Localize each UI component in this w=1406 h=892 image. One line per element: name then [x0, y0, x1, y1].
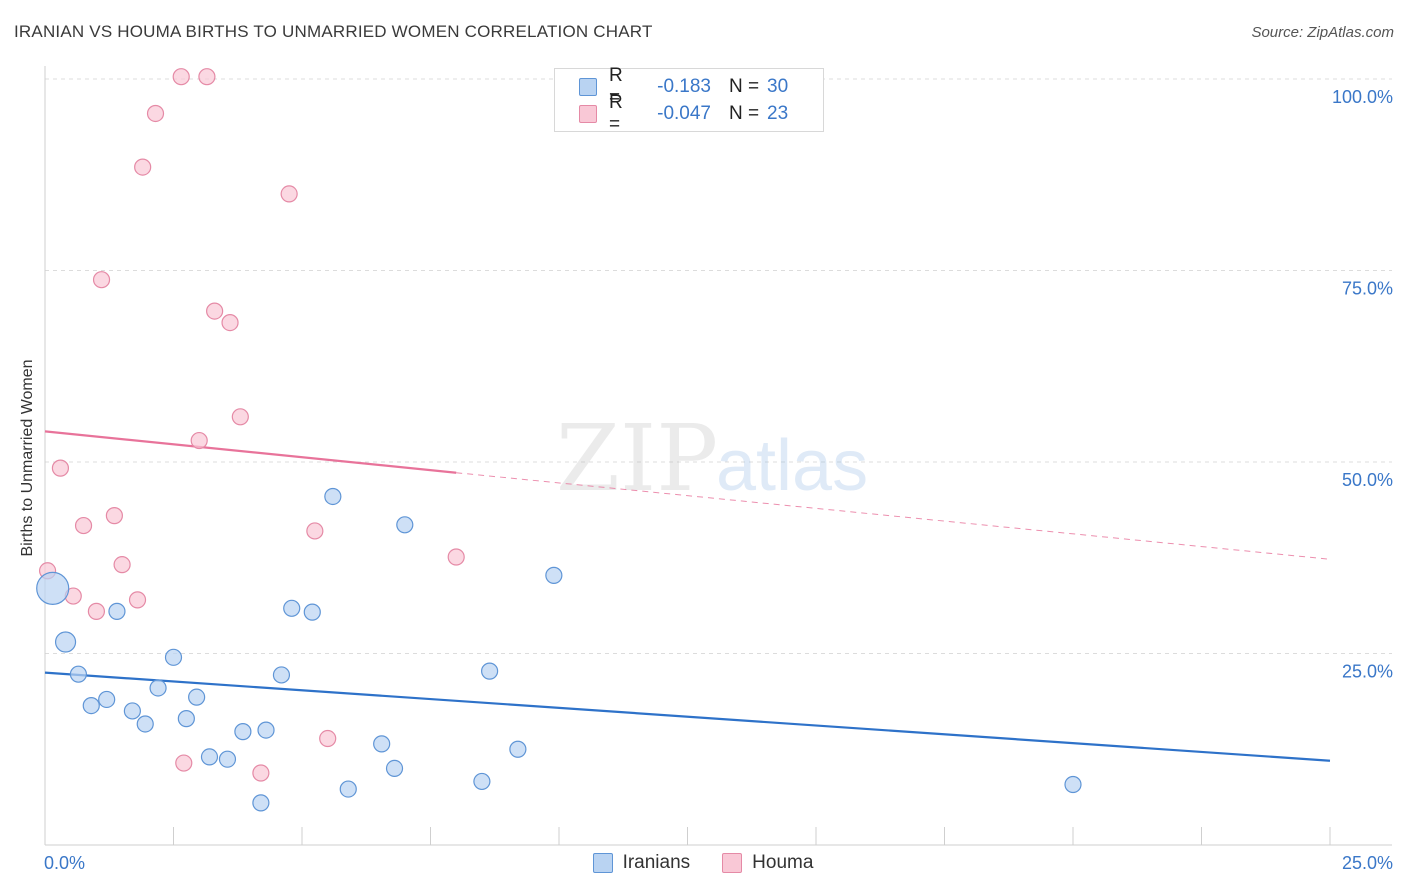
r-value: -0.047 [657, 103, 711, 124]
houma-point [319, 729, 337, 748]
houma-trend-extension [456, 472, 1331, 560]
iranians-point [69, 665, 88, 683]
y-tick-label: 75.0% [1342, 279, 1393, 299]
watermark-atlas: atlas [716, 426, 868, 506]
legend-label-houma: Houma [752, 852, 814, 873]
houma-point [146, 104, 165, 123]
iranians-point [82, 696, 100, 715]
houma-point [447, 548, 465, 566]
r-label: R = [609, 65, 623, 108]
houma-point [221, 313, 239, 332]
iranians-point [324, 487, 342, 506]
legend-row-houma: R = -0.047 N = 23 [579, 92, 789, 135]
trend-lines [44, 430, 1331, 762]
houma-point [175, 754, 193, 772]
legend-item-houma[interactable]: Houma [722, 852, 813, 874]
iranians-point [1064, 775, 1082, 794]
stats-legend: R = -0.183 N = 30 R = -0.047 N = 23 [554, 65, 824, 135]
n-label: N = [729, 103, 760, 124]
iranians-point [188, 688, 206, 706]
iranians-legend-swatch [592, 853, 613, 873]
houma-point [206, 302, 224, 320]
iranians-point [373, 735, 391, 753]
iranians-point [272, 666, 291, 684]
tick-labels: 100.0% 75.0% 50.0% 25.0% 0.0% 25.0% [44, 87, 1393, 873]
iranians-point [385, 759, 404, 778]
x-tick-label: 25.0% [1342, 853, 1393, 873]
axes [44, 66, 1392, 846]
iranians-point [164, 648, 183, 666]
iranians-point [54, 631, 77, 653]
iranians-point [108, 602, 126, 620]
iranians-point [257, 721, 275, 739]
iranians-point [509, 740, 527, 758]
houma-point [87, 602, 106, 620]
n-value: 23 [767, 103, 789, 124]
source-label: Source: ZipAtlas.com [1251, 24, 1394, 41]
houma-trend-line [44, 430, 457, 474]
y-tick-label: 50.0% [1342, 470, 1393, 490]
r-label: R = [609, 92, 623, 135]
houma-point [51, 459, 70, 477]
legend-label-iranians: Iranians [622, 852, 691, 873]
data-points [36, 68, 1082, 812]
houma-legend-swatch [722, 853, 743, 873]
iranians-point [396, 516, 414, 534]
iranians-swatch [579, 78, 597, 96]
houma-point [134, 158, 152, 176]
houma-point [172, 68, 190, 86]
houma-point [198, 68, 216, 86]
iranians-point [283, 599, 301, 617]
iranians-point [234, 723, 252, 741]
watermark-zip: ZIP [556, 405, 718, 512]
houma-point [113, 556, 131, 574]
y-tick-label: 25.0% [1342, 662, 1393, 682]
legend-row-iranians: R = -0.183 N = 30 [579, 65, 789, 108]
iranians-point [200, 748, 219, 766]
iranians-point [303, 603, 321, 621]
iranians-point [339, 780, 357, 798]
houma-point [74, 516, 93, 535]
chart-title: IRANIAN VS HOUMA BIRTHS TO UNMARRIED WOM… [14, 22, 653, 41]
houma-point [105, 507, 123, 525]
x-tick-label: 0.0% [44, 853, 85, 873]
iranians-point [473, 772, 491, 791]
houma-point [92, 271, 111, 289]
y-tick-label: 100.0% [1332, 87, 1393, 107]
watermark: ZIP atlas [556, 405, 868, 512]
iranians-point [98, 690, 116, 709]
iranians-point [123, 702, 141, 720]
houma-swatch [579, 105, 597, 123]
iranians-point [481, 662, 499, 680]
iranians-point [545, 566, 563, 584]
r-value: -0.183 [657, 76, 711, 97]
grid-lines [45, 78, 1392, 654]
houma-point [306, 522, 324, 540]
houma-point [190, 431, 208, 450]
houma-point [280, 185, 298, 203]
houma-point [252, 764, 270, 782]
n-label: N = [729, 76, 760, 97]
iranians-point [36, 571, 70, 605]
legend-item-iranians[interactable]: Iranians [592, 852, 691, 874]
iranians-point [177, 710, 195, 728]
n-value: 30 [767, 76, 789, 97]
houma-point [128, 591, 147, 609]
houma-point [231, 408, 249, 426]
iranians-trend-line [44, 671, 1331, 762]
iranians-point [136, 715, 154, 733]
iranians-point [252, 794, 270, 812]
iranians-point [149, 679, 167, 697]
iranians-point [218, 750, 237, 768]
series-legend: Iranians Houma [0, 852, 1406, 874]
